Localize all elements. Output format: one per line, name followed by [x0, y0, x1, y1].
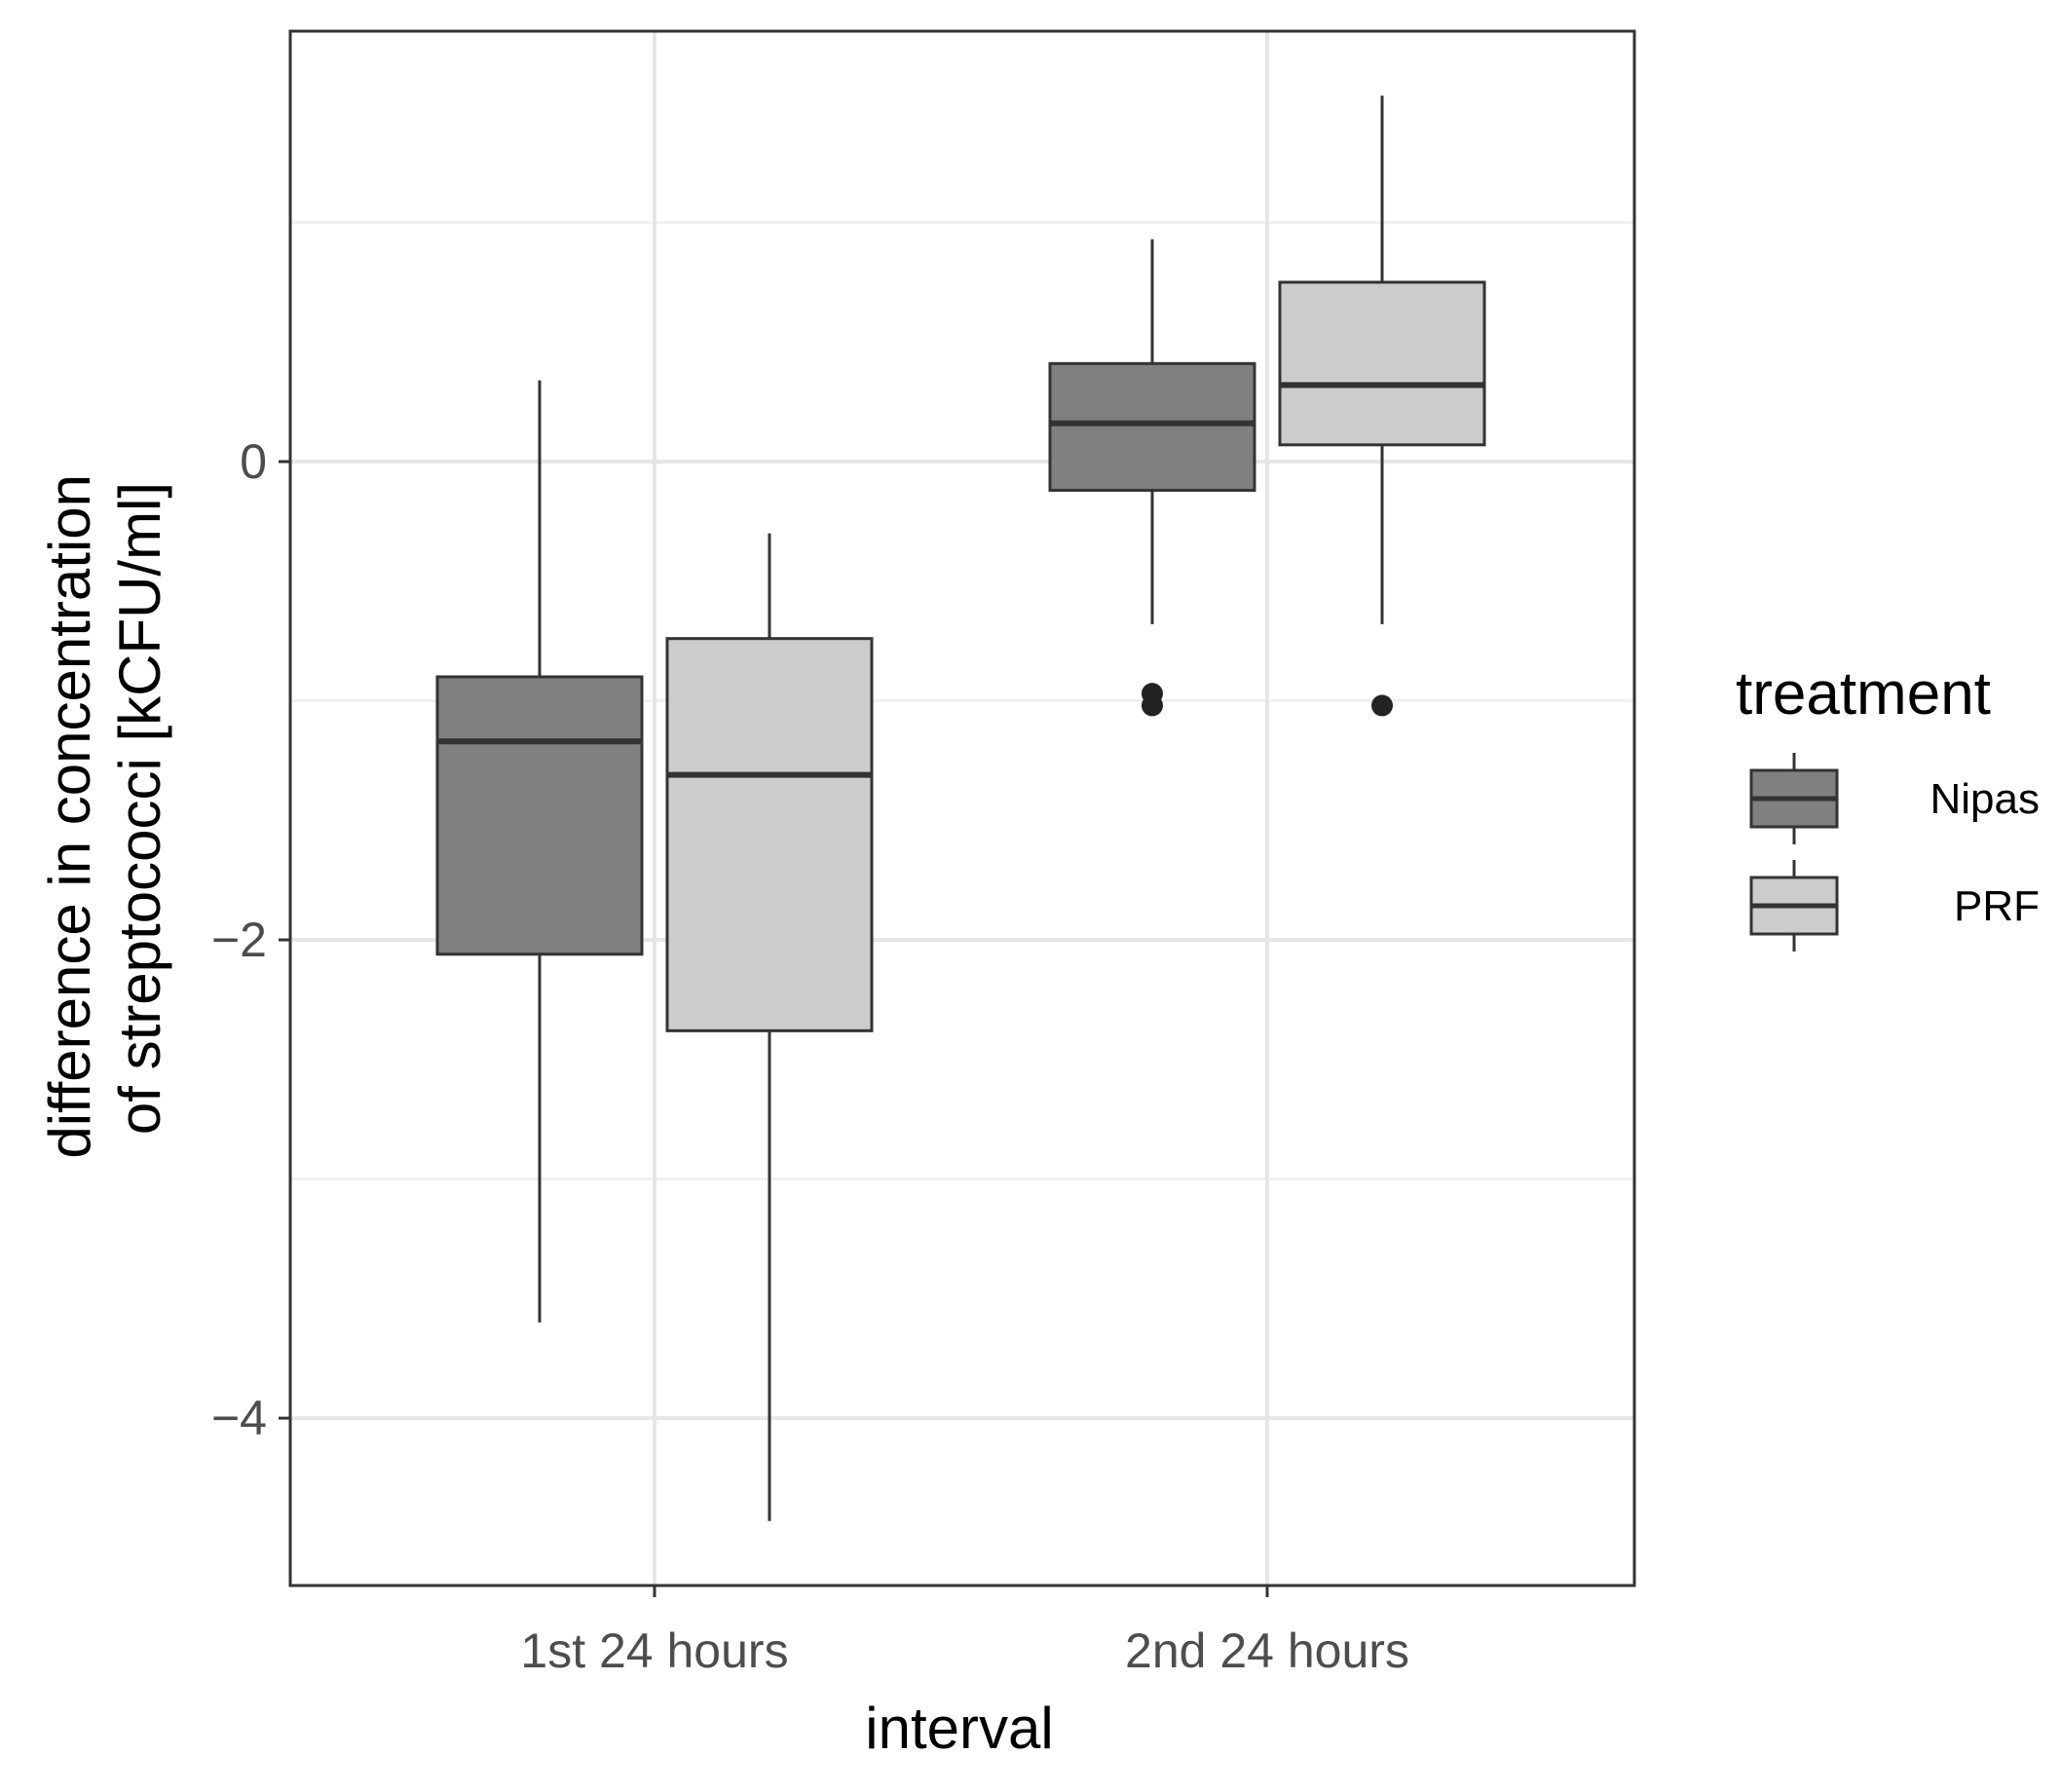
x-axis-title: interval: [865, 1696, 1053, 1761]
legend-title: treatment: [1736, 660, 1991, 728]
legend-label: Nipas: [1930, 775, 2041, 823]
box-nipas-1: [435, 380, 644, 1323]
y-axis-title-line-2: of streptococci [kCFU/ml]: [107, 482, 172, 1135]
plot-panel-border: [288, 29, 1636, 1587]
box-nipas-2: [1048, 239, 1256, 717]
y-tick-label: 0: [240, 434, 267, 489]
legend: treatment Nipas PRF: [1736, 660, 2040, 952]
axes: 0 −2 −4 1st 24 hours 2nd 24 hours: [211, 434, 1409, 1678]
box-iqr: [665, 637, 874, 1032]
x-tick-label: 1st 24 hours: [520, 1624, 788, 1678]
box-iqr: [1048, 361, 1256, 492]
y-axis-title: difference in concentration of streptoco…: [37, 458, 172, 1158]
box-prf-1: [665, 533, 874, 1521]
box-prf-2: [1278, 95, 1486, 717]
outlier-point: [1371, 694, 1393, 717]
y-tick-label: −4: [211, 1391, 267, 1445]
legend-label: PRF: [1954, 882, 2040, 930]
legend-key-nipas: Nipas: [1749, 753, 2041, 844]
y-axis-title-line-1: difference in concentration: [37, 474, 102, 1159]
box-iqr: [435, 675, 644, 956]
y-tick-label: −2: [211, 913, 267, 967]
boxes: [435, 95, 1486, 1521]
box-iqr: [1278, 280, 1486, 447]
x-tick-label: 2nd 24 hours: [1125, 1624, 1409, 1678]
outlier-point: [1142, 694, 1163, 717]
legend-key-prf: PRF: [1749, 860, 2040, 952]
